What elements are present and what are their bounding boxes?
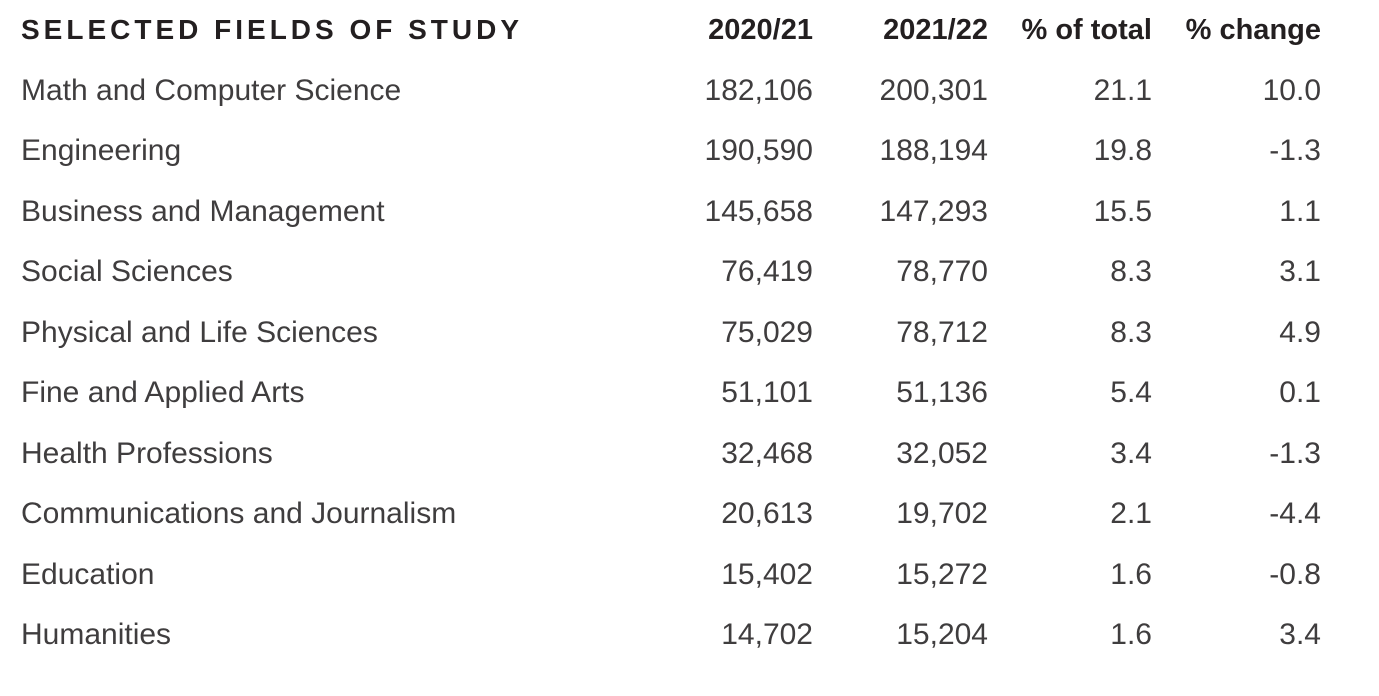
table-row: Humanities 14,702 15,204 1.6 3.4 xyxy=(21,605,1321,666)
value-2020-21: 145,658 xyxy=(704,194,813,228)
value-2020-21: 182,106 xyxy=(704,73,813,107)
value-pct-total: 2.1 xyxy=(1110,497,1152,531)
table-header-row: SELECTED FIELDS OF STUDY 2020/21 2021/22… xyxy=(21,0,1321,61)
value-2021-22: 78,770 xyxy=(896,255,988,289)
value-2020-21: 20,613 xyxy=(721,497,813,531)
table-row: Fine and Applied Arts 51,101 51,136 5.4 … xyxy=(21,363,1321,424)
table-row: Communications and Journalism 20,613 19,… xyxy=(21,484,1321,545)
column-header-2021-22: 2021/22 xyxy=(883,13,988,46)
value-pct-change: 0.1 xyxy=(1279,376,1321,410)
value-pct-total: 21.1 xyxy=(1093,73,1152,107)
field-label: Education xyxy=(21,557,155,591)
value-2021-22: 15,204 xyxy=(896,618,988,652)
value-pct-total: 3.4 xyxy=(1110,436,1152,470)
value-2020-21: 76,419 xyxy=(721,255,813,289)
value-2020-21: 15,402 xyxy=(721,557,813,591)
value-2021-22: 188,194 xyxy=(879,134,988,168)
fields-of-study-table: SELECTED FIELDS OF STUDY 2020/21 2021/22… xyxy=(21,0,1321,666)
value-2021-22: 78,712 xyxy=(896,315,988,349)
value-2020-21: 190,590 xyxy=(704,134,813,168)
value-2021-22: 32,052 xyxy=(896,436,988,470)
value-2021-22: 200,301 xyxy=(879,73,988,107)
field-label: Fine and Applied Arts xyxy=(21,376,305,410)
value-pct-total: 8.3 xyxy=(1110,255,1152,289)
field-label: Business and Management xyxy=(21,194,385,228)
field-label: Social Sciences xyxy=(21,255,233,289)
column-header-2020-21: 2020/21 xyxy=(708,13,813,46)
value-pct-total: 8.3 xyxy=(1110,315,1152,349)
value-pct-change: -1.3 xyxy=(1269,436,1321,470)
column-header-fields-of-study: SELECTED FIELDS OF STUDY xyxy=(21,14,524,46)
table-row: Social Sciences 76,419 78,770 8.3 3.1 xyxy=(21,242,1321,303)
field-label: Humanities xyxy=(21,618,172,652)
field-label: Engineering xyxy=(21,134,182,168)
value-pct-total: 1.6 xyxy=(1110,618,1152,652)
value-2020-21: 51,101 xyxy=(721,376,813,410)
value-pct-change: 3.4 xyxy=(1279,618,1321,652)
table-row: Education 15,402 15,272 1.6 -0.8 xyxy=(21,545,1321,606)
value-2020-21: 75,029 xyxy=(721,315,813,349)
value-2021-22: 19,702 xyxy=(896,497,988,531)
value-pct-total: 5.4 xyxy=(1110,376,1152,410)
value-2021-22: 51,136 xyxy=(896,376,988,410)
value-pct-change: 1.1 xyxy=(1279,194,1321,228)
value-2021-22: 147,293 xyxy=(879,194,988,228)
value-pct-change: 3.1 xyxy=(1279,255,1321,289)
value-pct-total: 19.8 xyxy=(1093,134,1152,168)
field-label: Physical and Life Sciences xyxy=(21,315,378,349)
table-row: Engineering 190,590 188,194 19.8 -1.3 xyxy=(21,121,1321,182)
value-pct-change: -1.3 xyxy=(1269,134,1321,168)
column-header-pct-change: % change xyxy=(1185,13,1321,46)
field-label: Math and Computer Science xyxy=(21,73,402,107)
field-label: Communications and Journalism xyxy=(21,497,457,531)
value-2020-21: 32,468 xyxy=(721,436,813,470)
value-pct-change: -4.4 xyxy=(1269,497,1321,531)
field-label: Health Professions xyxy=(21,436,273,470)
table-row: Health Professions 32,468 32,052 3.4 -1.… xyxy=(21,424,1321,485)
value-2021-22: 15,272 xyxy=(896,557,988,591)
table-row: Business and Management 145,658 147,293 … xyxy=(21,182,1321,243)
value-pct-total: 1.6 xyxy=(1110,557,1152,591)
column-header-pct-of-total: % of total xyxy=(1021,13,1153,46)
value-pct-change: -0.8 xyxy=(1269,557,1321,591)
value-pct-change: 4.9 xyxy=(1279,315,1321,349)
value-pct-total: 15.5 xyxy=(1093,194,1152,228)
value-pct-change: 10.0 xyxy=(1262,73,1321,107)
table-row: Math and Computer Science 182,106 200,30… xyxy=(21,61,1321,122)
table-row: Physical and Life Sciences 75,029 78,712… xyxy=(21,303,1321,364)
value-2020-21: 14,702 xyxy=(721,618,813,652)
